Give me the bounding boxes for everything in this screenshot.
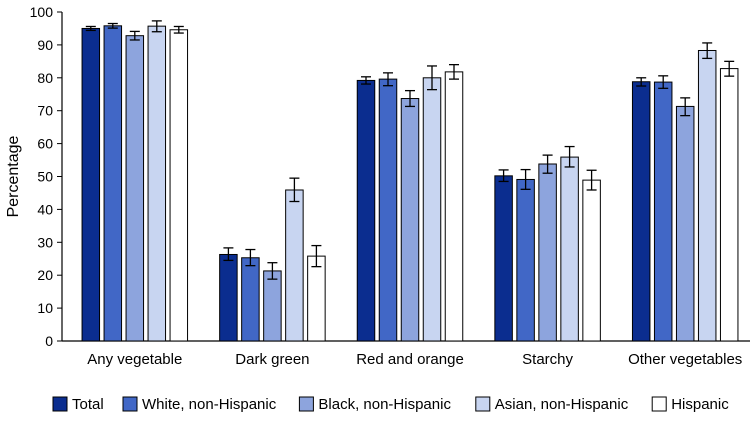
legend-swatch: [298, 396, 314, 412]
bar: [241, 257, 260, 342]
legend-label: Asian, non-Hispanic: [495, 396, 629, 413]
legend-swatch: [651, 396, 667, 412]
legend-label: Hispanic: [671, 396, 729, 413]
legend-swatch: [52, 396, 68, 412]
bar: [538, 163, 557, 342]
bar: [631, 81, 651, 342]
bar: [516, 178, 535, 342]
bar: [400, 98, 420, 342]
x-category-label: Red and orange: [356, 351, 464, 368]
bar: [125, 35, 145, 342]
bars: [81, 25, 739, 342]
bar: [675, 105, 695, 342]
bar: [719, 68, 739, 342]
legend-label: Total: [72, 396, 104, 413]
legend-label: White, non-Hispanic: [142, 396, 277, 413]
legend: Total White, non-Hispanic Black, non-Hispa…: [52, 396, 729, 413]
bar: [219, 253, 238, 342]
y-tick-label: 20: [37, 267, 53, 283]
y-tick-label: 0: [45, 333, 53, 349]
x-category-label: Dark green: [235, 351, 309, 368]
x-category-label: Starchy: [522, 351, 573, 368]
legend-label: Black, non-Hispanic: [318, 396, 451, 413]
bar: [697, 49, 717, 342]
axis-labels: 0 10 20 30 40 50 60 70 80 90 100 Percentage Any vege…: [5, 4, 742, 368]
bar: [422, 77, 442, 342]
x-category-label: Other vegetables: [628, 351, 742, 368]
bar: [653, 81, 673, 342]
y-tick-label: 100: [30, 4, 54, 20]
legend-swatch: [122, 396, 138, 412]
bar: [560, 156, 579, 342]
bar: [356, 79, 376, 342]
error-bars: [85, 20, 735, 280]
y-axis-label: Percentage: [5, 135, 22, 217]
x-category-label: Any vegetable: [87, 351, 182, 368]
y-tick-label: 90: [37, 37, 53, 53]
bar: [582, 179, 601, 342]
bar: [444, 71, 464, 342]
bar: [307, 255, 326, 342]
bar: [378, 78, 398, 342]
bar: [147, 25, 167, 342]
bar: [263, 270, 282, 342]
y-tick-label: 70: [37, 103, 53, 119]
bar: [81, 27, 101, 342]
bar: [169, 29, 189, 342]
y-tick-label: 30: [37, 234, 53, 250]
y-tick-label: 40: [37, 201, 53, 217]
y-tick-label: 10: [37, 300, 53, 316]
bar: [103, 25, 123, 342]
y-tick-label: 60: [37, 136, 53, 152]
bar: [285, 189, 304, 342]
y-tick-label: 50: [37, 169, 53, 185]
legend-swatch: [475, 396, 491, 412]
y-tick-label: 80: [37, 70, 53, 86]
bar: [494, 175, 513, 342]
